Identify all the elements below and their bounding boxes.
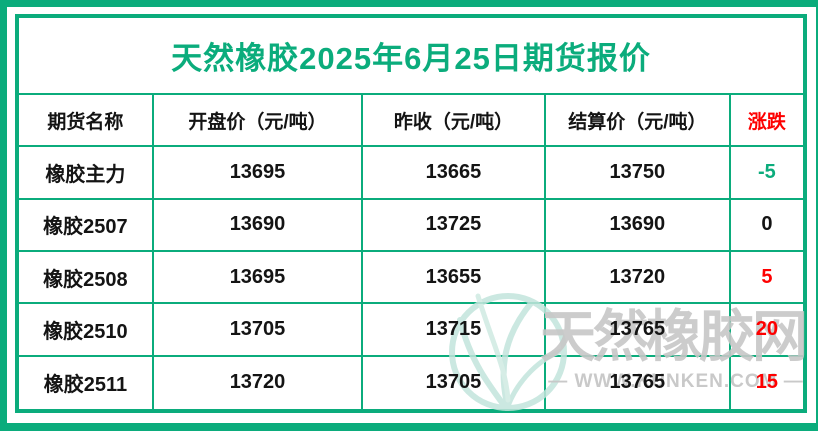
change-cell: -5 xyxy=(730,147,803,200)
column-header-label: 昨收（元/吨） xyxy=(393,111,514,133)
change-cell: 0 xyxy=(730,200,803,252)
column-header-label: 结算价（元/吨） xyxy=(568,111,707,133)
contract-name-cell-label: 橡胶2507 xyxy=(43,216,128,239)
open-price-cell-label: 13720 xyxy=(229,371,286,394)
change-cell: 15 xyxy=(731,357,803,409)
prev-close-cell: 13715 xyxy=(363,304,546,357)
open-price-cell: 13695 xyxy=(153,251,364,305)
prev-close-cell-label: 13725 xyxy=(425,213,482,236)
column-header-label: 开盘价（元/吨） xyxy=(188,111,327,133)
contract-name-cell-label: 橡胶主力 xyxy=(45,163,126,186)
column-header: 结算价（元/吨） xyxy=(545,95,731,148)
open-price-cell: 13705 xyxy=(153,304,364,357)
prev-close-cell-label: 13665 xyxy=(425,160,482,183)
change-cell-label: 20 xyxy=(755,317,779,340)
contract-name-cell-label: 橡胶2508 xyxy=(43,268,128,291)
prev-close-cell-label: 13715 xyxy=(425,317,482,340)
column-header: 期货名称 xyxy=(19,95,154,148)
change-cell: 5 xyxy=(730,252,803,305)
prev-close-cell: 13655 xyxy=(363,251,546,305)
settlement-price-cell-label: 13750 xyxy=(609,160,666,183)
change-cell-label: 5 xyxy=(761,265,773,288)
contract-name-cell-label: 橡胶2510 xyxy=(43,320,128,343)
settlement-price-cell-label: 13690 xyxy=(609,213,666,236)
contract-name-cell: 橡胶2510 xyxy=(19,304,154,357)
prev-close-cell: 13665 xyxy=(363,147,546,200)
prev-close-cell: 13705 xyxy=(363,356,546,409)
prev-close-cell-label: 13705 xyxy=(425,371,482,394)
price-card: 天然橡胶2025年6月25日期货报价 期货名称 开盘价（元/吨） 昨收（元/吨） 结算… xyxy=(15,14,807,413)
contract-name-cell: 橡胶主力 xyxy=(19,147,154,200)
settlement-price-cell-label: 13765 xyxy=(609,317,666,340)
open-price-cell: 13720 xyxy=(154,356,364,409)
contract-name-cell: 橡胶2511 xyxy=(19,356,154,409)
contract-name-cell-label: 橡胶2511 xyxy=(43,374,128,397)
contract-name-cell: 橡胶2508 xyxy=(19,251,154,305)
column-header-label: 期货名称 xyxy=(47,111,124,133)
change-cell-label: -5 xyxy=(758,160,776,183)
settlement-price-cell: 13690 xyxy=(545,199,731,252)
open-price-cell-label: 13695 xyxy=(229,265,286,288)
open-price-cell: 13690 xyxy=(153,199,364,252)
change-cell-label: 0 xyxy=(761,213,773,236)
page-title: 天然橡胶2025年6月25日期货报价 xyxy=(171,41,651,76)
contract-name-cell: 橡胶2507 xyxy=(19,199,154,252)
settlement-price-cell-label: 13765 xyxy=(609,371,666,394)
settlement-price-cell: 13750 xyxy=(545,147,731,200)
open-price-cell-label: 13705 xyxy=(229,317,286,340)
column-header: 昨收（元/吨） xyxy=(363,95,546,148)
prev-close-cell: 13725 xyxy=(363,199,546,252)
prev-close-cell-label: 13655 xyxy=(425,265,482,288)
open-price-cell-label: 13690 xyxy=(229,213,286,236)
settlement-price-cell-label: 13720 xyxy=(609,265,666,288)
change-cell-label: 15 xyxy=(755,371,779,394)
price-table: 期货名称 开盘价（元/吨） 昨收（元/吨） 结算价（元/吨） 涨跌橡胶主力 13695 13… xyxy=(19,95,803,409)
settlement-price-cell: 13720 xyxy=(545,251,731,305)
open-price-cell: 13695 xyxy=(153,147,364,200)
column-header: 开盘价（元/吨） xyxy=(153,95,364,148)
settlement-price-cell: 13765 xyxy=(546,356,731,409)
column-header: 涨跌 xyxy=(730,95,803,148)
settlement-price-cell: 13765 xyxy=(545,304,731,357)
column-header-label: 涨跌 xyxy=(747,111,786,133)
open-price-cell-label: 13695 xyxy=(229,160,286,183)
change-cell: 20 xyxy=(730,304,803,357)
title-row: 天然橡胶2025年6月25日期货报价 xyxy=(19,18,803,95)
